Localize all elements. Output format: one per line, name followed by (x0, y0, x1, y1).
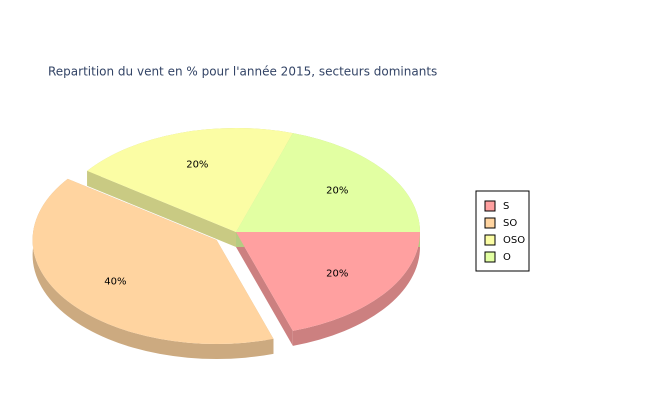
chart-title: Repartition du vent en % pour l'année 20… (48, 65, 437, 79)
data-label: 20% (186, 160, 208, 171)
label-bg (327, 267, 348, 280)
legend-swatch (484, 217, 496, 229)
legend-label: O (503, 252, 511, 263)
slice-side (87, 170, 237, 247)
legend-label: SO (503, 218, 517, 229)
legend-swatch (484, 234, 496, 246)
label-bg (327, 184, 348, 197)
label-bg (105, 275, 126, 288)
slice-side (236, 232, 293, 346)
slice-side (292, 232, 420, 346)
legend-swatch (484, 200, 496, 212)
legend-label: OSO (503, 235, 525, 246)
data-label: 20% (326, 185, 348, 196)
legend-swatch (484, 251, 496, 263)
pie-tops (32, 128, 420, 344)
pie-labels: 20% 40% 20% 20% (104, 158, 348, 288)
data-label: 20% (326, 269, 348, 280)
data-label: 40% (104, 277, 126, 288)
label-bg (187, 158, 208, 171)
slice (236, 232, 420, 331)
slice (236, 133, 420, 232)
slice (32, 178, 274, 344)
legend: S SO OSO O (484, 200, 525, 263)
legend-label: S (503, 201, 509, 212)
slice (87, 128, 293, 232)
